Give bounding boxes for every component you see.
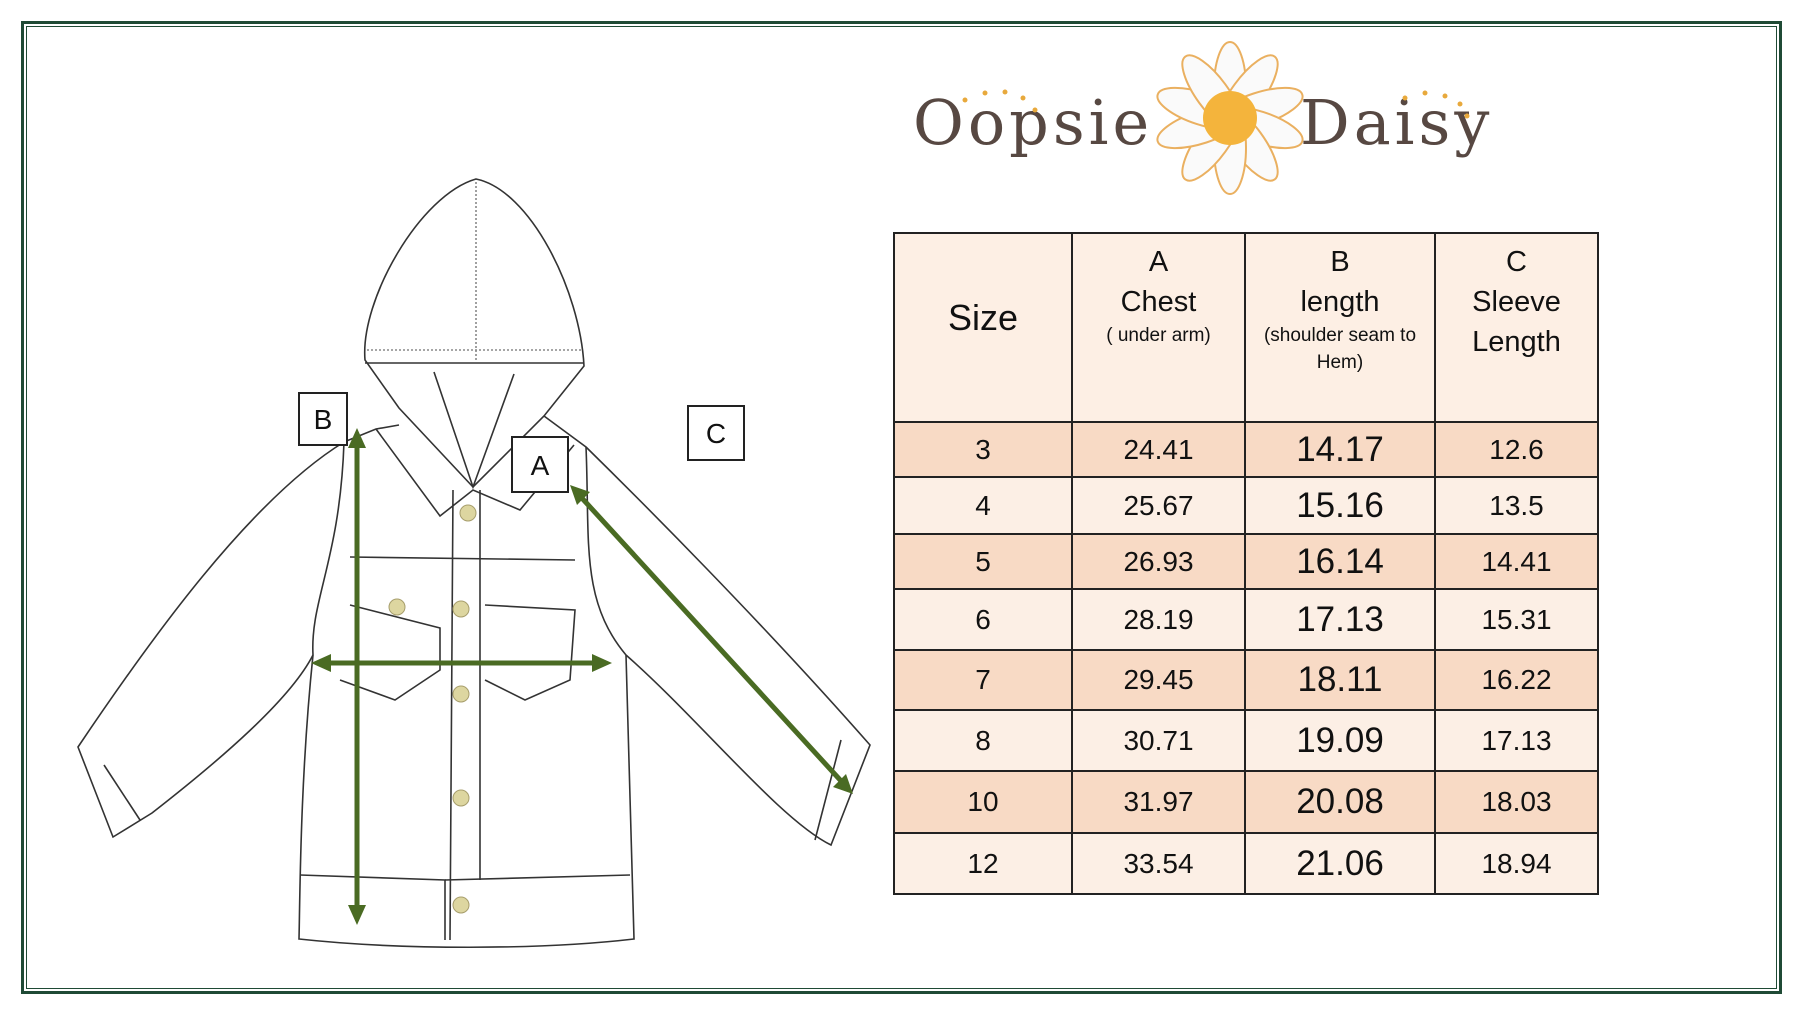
cell-sleeve: 18.03 [1434, 770, 1599, 834]
header-length: B length (shoulder seam to Hem) [1244, 232, 1436, 423]
size-chart-table: Size A Chest ( under arm) B length (shou… [893, 232, 1599, 895]
page-frame [21, 21, 1782, 994]
header-chest-title: Chest [1120, 286, 1197, 318]
cell-length: 18.11 [1244, 649, 1436, 711]
cell-chest: 31.97 [1071, 770, 1246, 834]
brand-name-right: Daisy [1300, 86, 1494, 159]
table-row: 6 28.19 17.13 15.31 [893, 588, 1599, 651]
cell-size: 8 [893, 709, 1073, 772]
label-c: C [706, 418, 726, 449]
header-sleeve-title: Sleeve Length [1472, 286, 1561, 358]
arrow-c-head-top [570, 485, 590, 505]
cell-size: 12 [893, 832, 1073, 895]
label-box-b [298, 392, 348, 446]
cell-size: 7 [893, 649, 1073, 711]
cell-length: 16.14 [1244, 533, 1436, 590]
table-row: 8 30.71 19.09 17.13 [893, 709, 1599, 772]
table-row: 12 33.54 21.06 18.94 [893, 832, 1599, 895]
arrow-c-head-bottom [833, 774, 853, 794]
header-chest: A Chest ( under arm) [1071, 232, 1246, 423]
label-box-c [687, 405, 745, 461]
cell-length: 15.16 [1244, 476, 1436, 535]
label-b: B [314, 404, 333, 435]
header-size: Size [893, 232, 1073, 423]
header-sleeve: C Sleeve Length [1434, 232, 1599, 423]
header-length-letter: B [1330, 246, 1350, 278]
cell-chest: 26.93 [1071, 533, 1246, 590]
cell-chest: 30.71 [1071, 709, 1246, 772]
table-row: 4 25.67 15.16 13.5 [893, 476, 1599, 535]
brand-logo: Oopsie Daisy [905, 38, 1515, 198]
cell-chest: 24.41 [1071, 421, 1246, 478]
cell-size: 4 [893, 476, 1073, 535]
table-row: 10 31.97 20.08 18.03 [893, 770, 1599, 834]
cell-sleeve: 18.94 [1434, 832, 1599, 895]
table-row: 5 26.93 16.14 14.41 [893, 533, 1599, 590]
cell-length: 17.13 [1244, 588, 1436, 651]
jacket-outline [77, 178, 871, 949]
cell-chest: 28.19 [1071, 588, 1246, 651]
table-row: 7 29.45 18.11 16.22 [893, 649, 1599, 711]
table-header-row: Size A Chest ( under arm) B length (shou… [893, 232, 1599, 423]
header-length-title: length [1300, 286, 1380, 318]
header-chest-note: ( under arm) [1106, 325, 1211, 346]
cell-sleeve: 12.6 [1434, 421, 1599, 478]
arrow-c [578, 494, 844, 784]
header-sleeve-letter: C [1506, 246, 1527, 278]
cell-size: 3 [893, 421, 1073, 478]
header-size-title: Size [947, 296, 1019, 338]
table-row: 3 24.41 14.17 12.6 [893, 421, 1599, 478]
arrow-b-head-top [348, 428, 366, 448]
cell-chest: 33.54 [1071, 832, 1246, 895]
label-a: A [531, 450, 550, 481]
jacket-buttons [388, 504, 477, 914]
cell-chest: 29.45 [1071, 649, 1246, 711]
cell-chest: 25.67 [1071, 476, 1246, 535]
cell-size: 6 [893, 588, 1073, 651]
arrow-b-head-bottom [348, 905, 366, 925]
cell-sleeve: 14.41 [1434, 533, 1599, 590]
arrow-a-head-left [311, 654, 331, 672]
cell-size: 5 [893, 533, 1073, 590]
brand-name-left: Oopsie [913, 86, 1154, 159]
cell-sleeve: 13.5 [1434, 476, 1599, 535]
daisy-flower-icon [962, 41, 1470, 195]
cell-length: 19.09 [1244, 709, 1436, 772]
cell-length: 20.08 [1244, 770, 1436, 834]
header-length-note: (shoulder seam to Hem) [1263, 325, 1417, 373]
arrow-a-head-right [592, 654, 612, 672]
header-chest-letter: A [1148, 246, 1169, 278]
label-box-a [511, 436, 569, 493]
cell-size: 10 [893, 770, 1073, 834]
cell-sleeve: 15.31 [1434, 588, 1599, 651]
cell-sleeve: 17.13 [1434, 709, 1599, 772]
cell-sleeve: 16.22 [1434, 649, 1599, 711]
cell-length: 14.17 [1244, 421, 1436, 478]
cell-length: 21.06 [1244, 832, 1436, 895]
